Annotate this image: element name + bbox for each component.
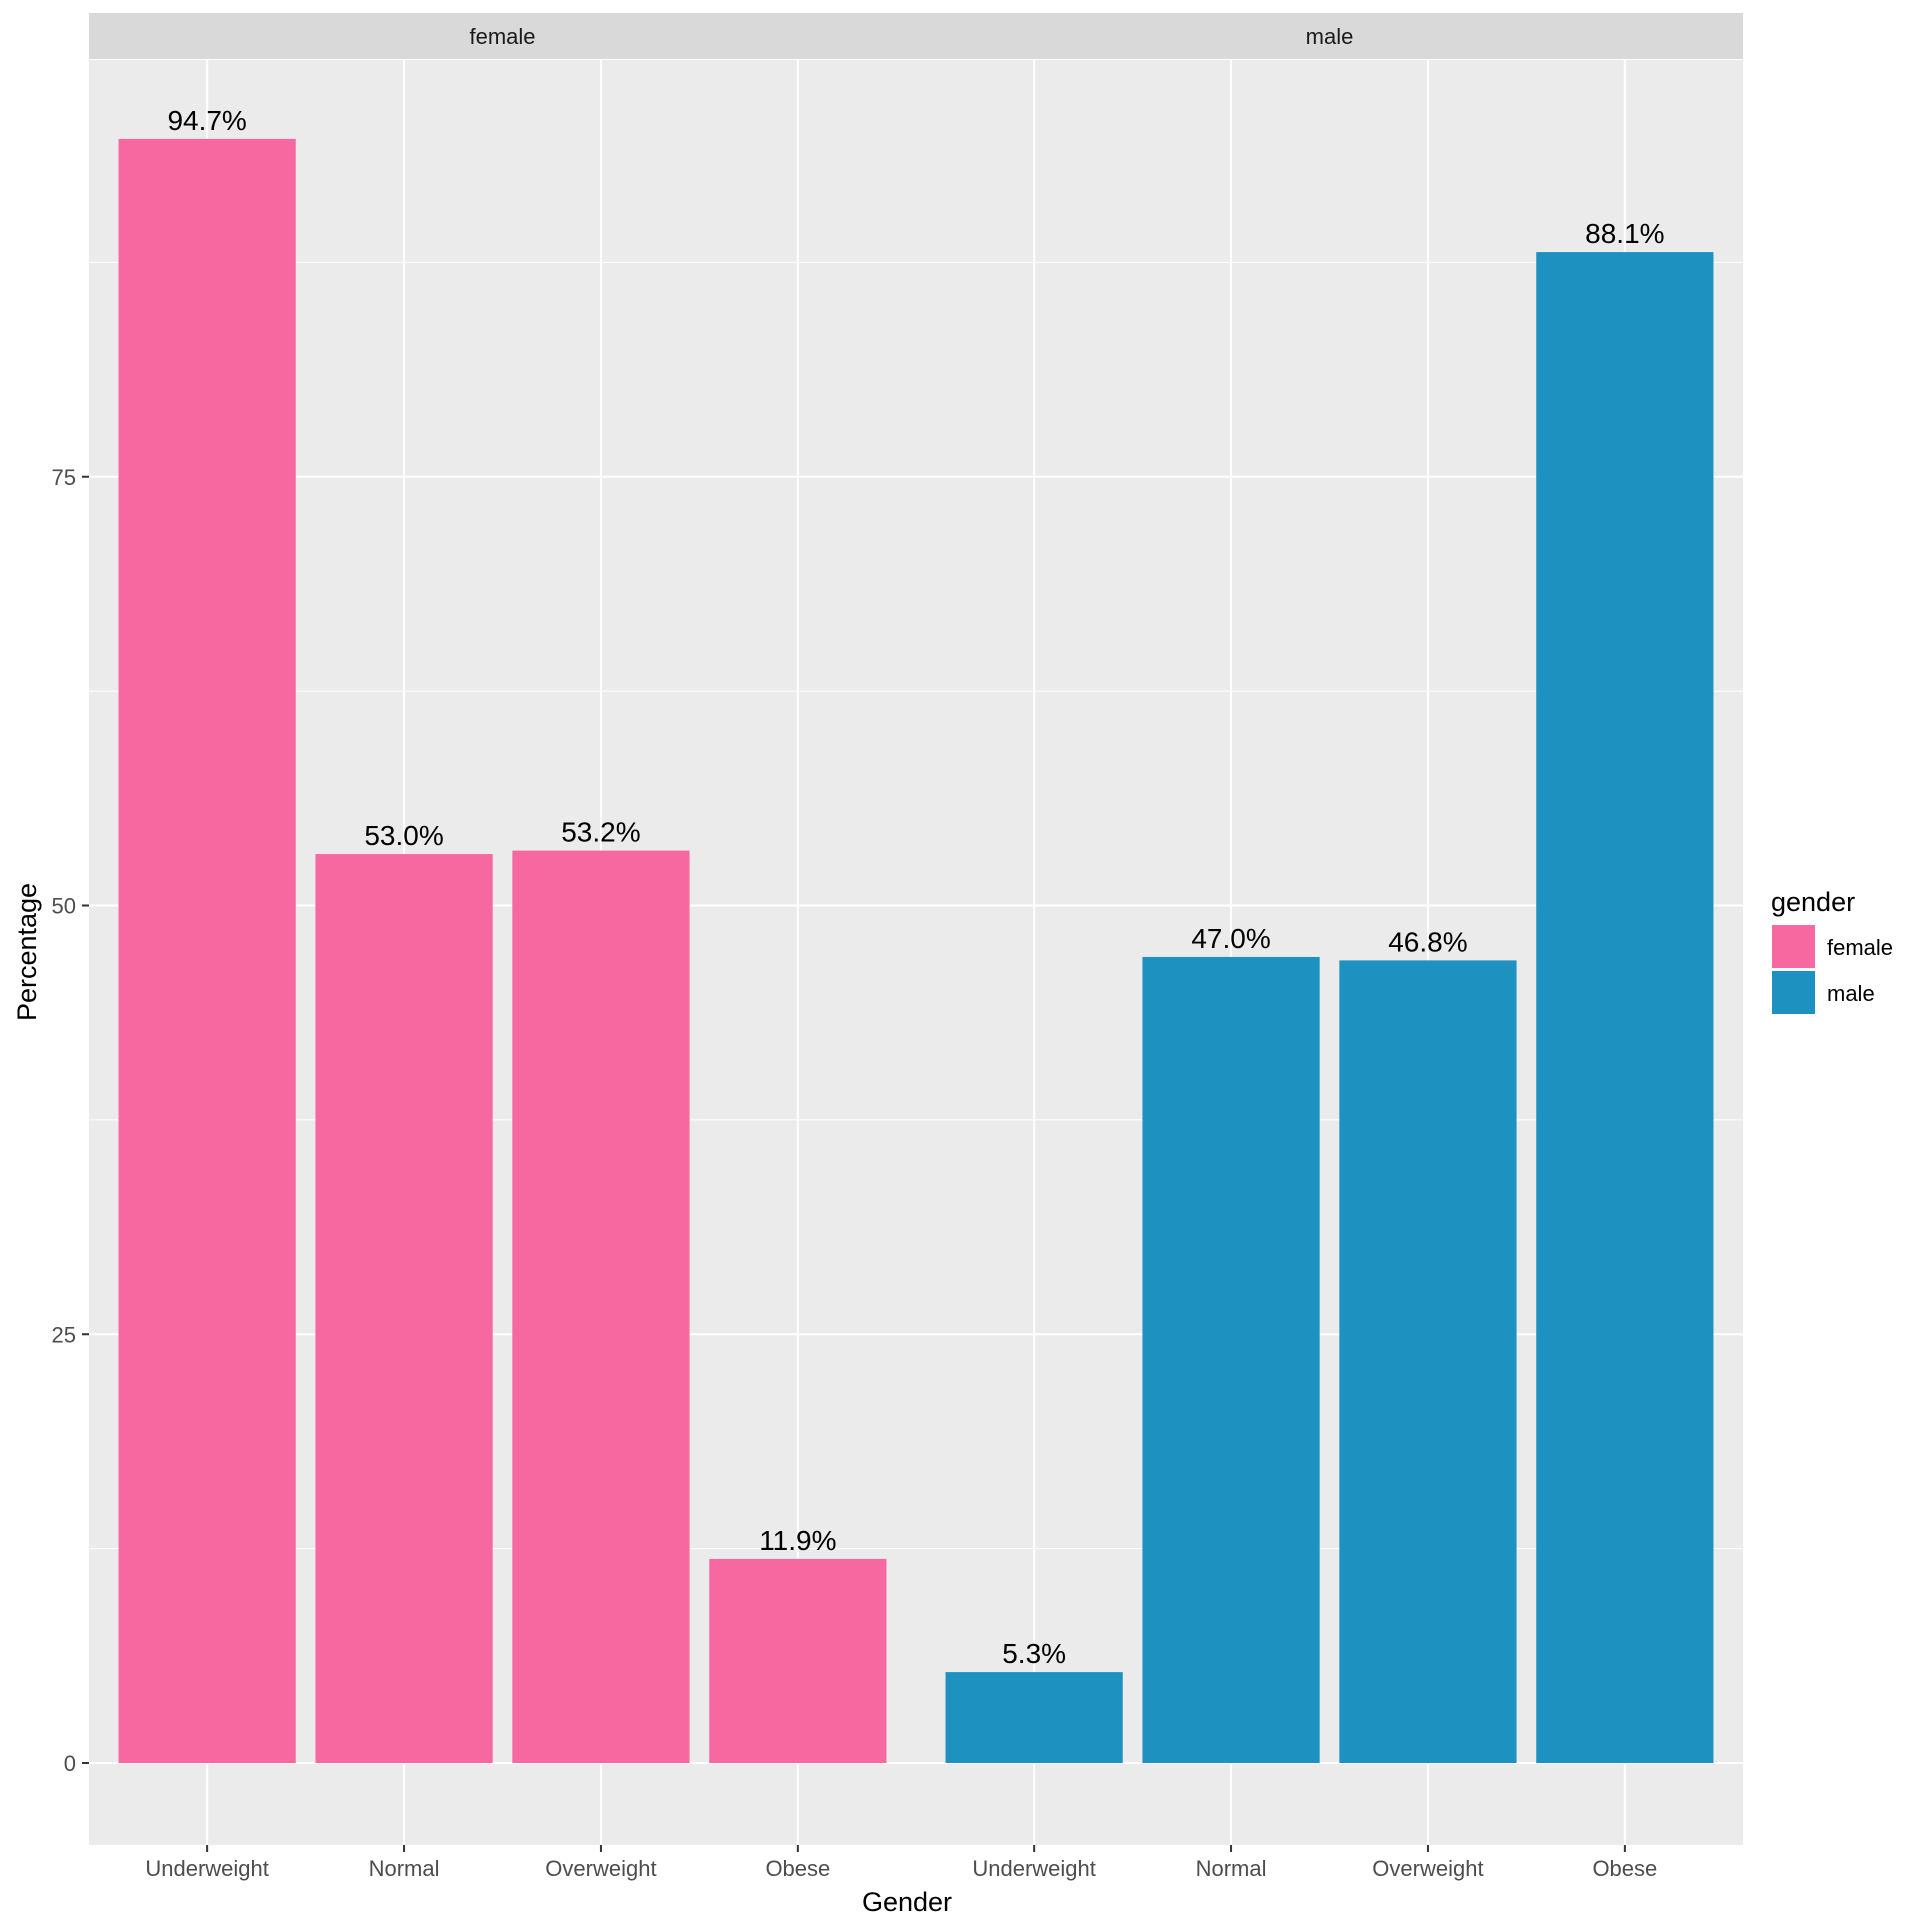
legend-swatch-female — [1772, 925, 1815, 968]
facet-panel-female: female 94.7% 53.0% 53.2% 11.9% — [89, 13, 916, 1845]
x-tick-label: Underweight — [972, 1856, 1096, 1881]
facet-panels: female 94.7% 53.0% 53.2% 11.9% male 5.3% 47.0% 4… — [89, 13, 1743, 1845]
data-label: 5.3% — [1002, 1638, 1066, 1669]
facet-panel-male: male 5.3% 47.0% 46.8% 88.1% — [916, 13, 1743, 1845]
legend-label-female: female — [1827, 935, 1893, 960]
y-tick-label: 25 — [52, 1322, 76, 1347]
bar-male-overweight — [1339, 960, 1517, 1763]
legend-title: gender — [1771, 887, 1855, 917]
y-tick-label: 50 — [52, 894, 76, 919]
data-label: 53.0% — [364, 820, 443, 851]
bar-male-obese — [1536, 252, 1714, 1764]
y-axis-title: Percentage — [12, 883, 42, 1021]
legend: gender female male — [1771, 887, 1893, 1014]
data-label: 47.0% — [1191, 923, 1270, 954]
data-label: 88.1% — [1585, 218, 1664, 249]
bar-female-normal — [315, 854, 493, 1763]
y-axis: 0 25 50 75 — [52, 465, 89, 1776]
x-axes: Underweight Normal Overweight Obese Underwei… — [145, 1845, 1657, 1881]
facet-strip-label: female — [469, 24, 535, 49]
data-label: 46.8% — [1388, 926, 1467, 957]
bar-male-underweight — [945, 1672, 1123, 1763]
y-tick-label: 75 — [52, 465, 76, 490]
x-tick-label: Overweight — [545, 1856, 656, 1881]
bar-female-obese — [709, 1558, 887, 1763]
x-tick-label: Overweight — [1372, 1856, 1483, 1881]
data-label: 94.7% — [167, 105, 246, 136]
bar-male-normal — [1142, 956, 1320, 1763]
x-tick-label: Normal — [1196, 1856, 1267, 1881]
data-label: 11.9% — [759, 1525, 836, 1556]
facet-strip — [916, 13, 1743, 59]
data-label: 53.2% — [561, 817, 640, 848]
bar-female-overweight — [512, 850, 690, 1763]
x-tick-label: Normal — [369, 1856, 440, 1881]
facet-strip-label: male — [1306, 24, 1354, 49]
x-tick-label: Obese — [765, 1856, 830, 1881]
legend-items: female male — [1772, 925, 1893, 1014]
x-axis-title: Gender — [862, 1887, 952, 1917]
bar-female-underweight — [118, 138, 296, 1763]
x-tick-label: Obese — [1592, 1856, 1657, 1881]
x-tick-label: Underweight — [145, 1856, 269, 1881]
y-tick-label: 0 — [64, 1751, 76, 1776]
legend-label-male: male — [1827, 981, 1875, 1006]
legend-swatch-male — [1772, 971, 1815, 1014]
facet-strip — [89, 13, 916, 59]
